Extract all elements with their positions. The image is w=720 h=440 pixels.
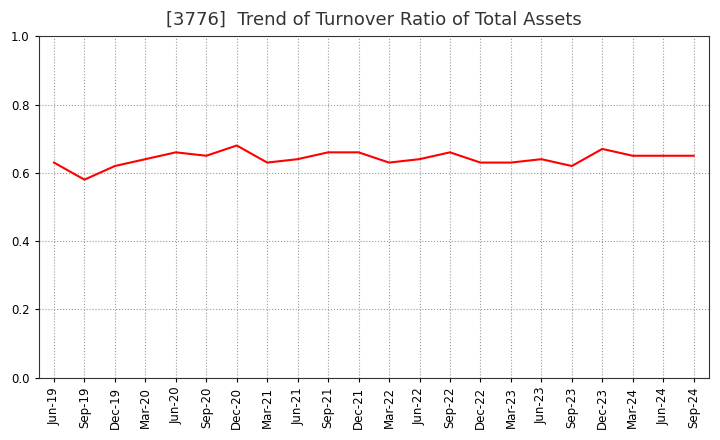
Title: [3776]  Trend of Turnover Ratio of Total Assets: [3776] Trend of Turnover Ratio of Total … [166, 11, 582, 29]
